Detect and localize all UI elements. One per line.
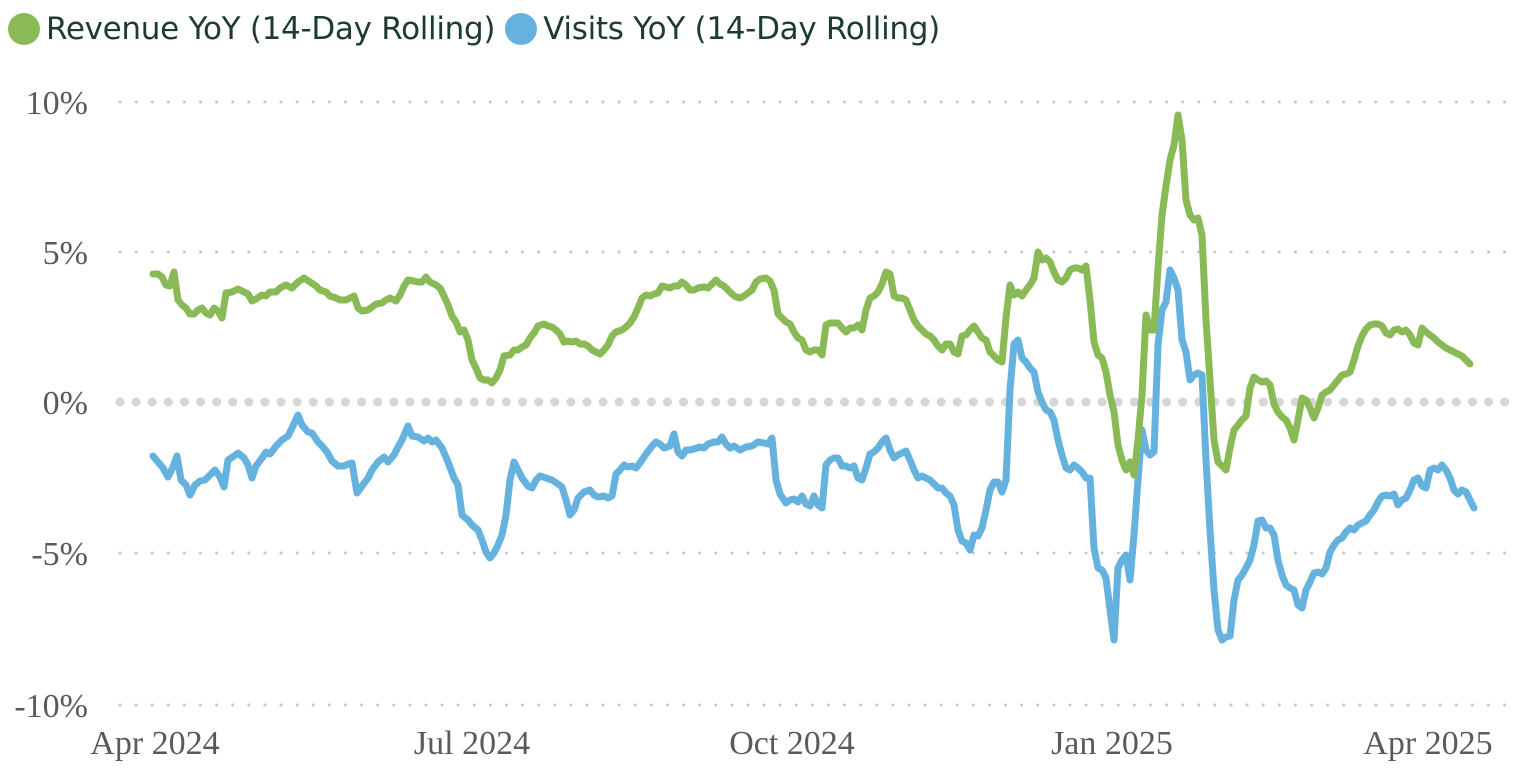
x-axis: Apr 2024 Jul 2024 Oct 2024 Jan 2025 Apr … [90, 725, 1492, 762]
y-tick-label: 10% [26, 85, 88, 122]
x-tick-label: Apr 2024 [90, 725, 219, 762]
revenue-legend-marker-icon [8, 13, 40, 45]
legend-item-visits[interactable]: Visits YoY (14-Day Rolling) [505, 11, 940, 47]
y-tick-label: -5% [31, 536, 88, 573]
legend-item-revenue[interactable]: Revenue YoY (14-Day Rolling) [8, 11, 496, 47]
y-axis: 10% 5% 0% -5% -10% [14, 85, 88, 725]
y-tick-label: -10% [14, 688, 88, 725]
legend-label-revenue: Revenue YoY (14-Day Rolling) [46, 11, 496, 47]
visits-legend-marker-icon [505, 13, 538, 45]
x-tick-label: Apr 2025 [1363, 725, 1492, 762]
revenue-series-line [149, 111, 1474, 479]
y-tick-label: 5% [43, 235, 88, 272]
visits-series-line [149, 266, 1478, 644]
x-tick-label: Jan 2025 [1051, 725, 1173, 762]
y-tick-label: 0% [43, 385, 88, 422]
legend-label-visits: Visits YoY (14-Day Rolling) [543, 11, 940, 47]
x-tick-label: Jul 2024 [414, 725, 530, 762]
x-tick-label: Oct 2024 [729, 725, 855, 762]
chart-legend: Revenue YoY (14-Day Rolling) Visits YoY … [8, 6, 950, 52]
